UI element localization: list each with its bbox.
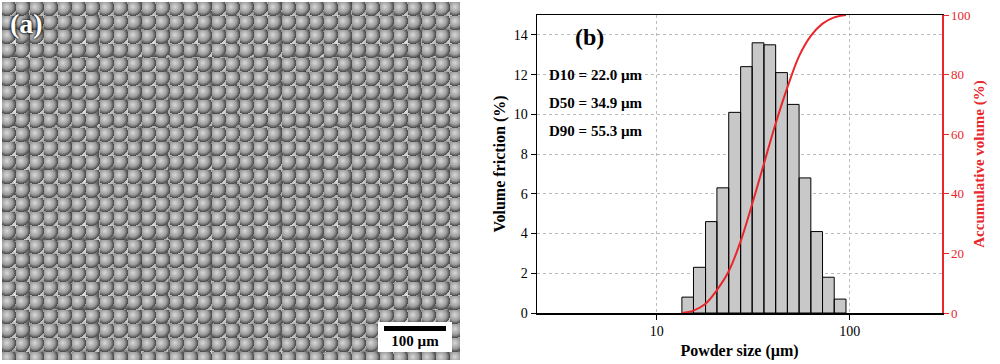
svg-text:Volume friction (%): Volume friction (%): [491, 95, 509, 232]
svg-text:D90 = 55.3 µm: D90 = 55.3 µm: [549, 123, 643, 139]
svg-text:12: 12: [514, 68, 528, 83]
svg-text:4: 4: [521, 226, 528, 241]
svg-text:D50 = 34.9 µm: D50 = 34.9 µm: [549, 95, 643, 111]
svg-text:80: 80: [951, 67, 964, 82]
svg-text:Accumulative volume (%): Accumulative volume (%): [971, 80, 988, 247]
svg-text:100: 100: [839, 324, 860, 339]
svg-text:(b): (b): [575, 24, 604, 50]
svg-text:Powder size (µm): Powder size (µm): [680, 342, 798, 360]
svg-text:40: 40: [951, 186, 964, 201]
svg-text:14: 14: [514, 28, 528, 43]
svg-text:10: 10: [650, 324, 664, 339]
svg-text:8: 8: [521, 147, 528, 162]
svg-text:2: 2: [521, 266, 528, 281]
svg-text:0: 0: [521, 306, 528, 321]
svg-text:100: 100: [951, 8, 971, 23]
svg-text:60: 60: [951, 127, 964, 142]
svg-text:6: 6: [521, 187, 528, 202]
html-text:(a): (a): [10, 8, 43, 39]
svg-text:D10 = 22.0 µm: D10 = 22.0 µm: [549, 67, 643, 83]
svg-text:0: 0: [951, 306, 958, 321]
svg-text:20: 20: [951, 246, 964, 261]
html-text:100 µm: 100 µm: [391, 333, 439, 349]
svg-text:10: 10: [514, 107, 528, 122]
